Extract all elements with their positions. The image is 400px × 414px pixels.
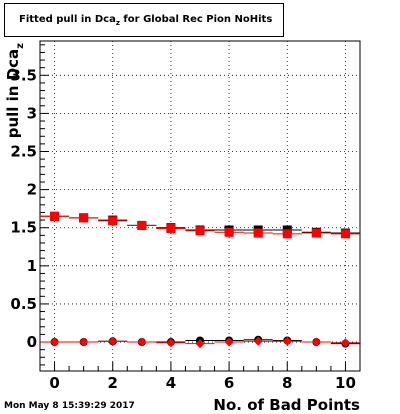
- y-tick-label: 2: [27, 181, 37, 199]
- y-tick-label: 0.5: [10, 295, 37, 313]
- data-point: [79, 213, 89, 223]
- y-axis-title-text: pull in Dcaz: [4, 43, 26, 138]
- x-tick-label: 2: [108, 374, 118, 392]
- data-point: [224, 227, 234, 237]
- data-point: [253, 228, 263, 238]
- data-point: [108, 336, 118, 346]
- chart-title-box: Fitted pull in Dcaz for Global Rec Pion …: [4, 3, 284, 37]
- y-tick-label: 0: [27, 333, 37, 351]
- chart-title-prefix: Fitted pull in Dca: [19, 14, 116, 25]
- data-point: [50, 337, 60, 347]
- x-tick-label: 8: [282, 374, 292, 392]
- series-1: [40, 211, 360, 239]
- plot-frame: [39, 40, 361, 372]
- data-point: [253, 336, 263, 346]
- x-axis-title: No. of Bad Points: [213, 396, 360, 414]
- data-point: [282, 229, 292, 239]
- chart-title-suffix: for Global Rec Pion NoHits: [119, 14, 273, 25]
- y-tick-label: 3: [27, 104, 37, 122]
- data-point: [311, 228, 321, 238]
- data-point: [166, 338, 176, 348]
- timestamp: Mon May 8 15:39:29 2017: [4, 401, 135, 411]
- data-point: [195, 226, 205, 236]
- data-point: [137, 337, 147, 347]
- data-point: [50, 211, 60, 221]
- data-point: [79, 337, 89, 347]
- x-tick-label: 6: [224, 374, 234, 392]
- x-tick-label: 10: [335, 374, 356, 392]
- data-point: [137, 220, 147, 230]
- y-tick-label: 3.5: [10, 66, 37, 84]
- data-point: [166, 223, 176, 233]
- series: [40, 211, 360, 349]
- data-point: [108, 216, 118, 226]
- data-point: [282, 336, 292, 346]
- data-point: [224, 337, 234, 347]
- tick-labels: 0 2 4 6 8 10 0 0.5 1 1.5 2 2.5 3 3.5: [10, 66, 355, 392]
- data-point: [340, 338, 350, 348]
- grid: [40, 41, 360, 371]
- data-point: [340, 229, 350, 239]
- chart-title: Fitted pull in Dcaz for Global Rec Pion …: [19, 14, 273, 27]
- data-point: [195, 339, 205, 349]
- x-tick-label: 4: [166, 374, 176, 392]
- data-point: [311, 337, 321, 347]
- y-tick-label: 1.5: [10, 219, 37, 237]
- y-tick-label: 2.5: [10, 143, 37, 161]
- y-axis-title: pull in Dcaz: [4, 43, 26, 138]
- chart-title-subscript: z: [115, 19, 120, 27]
- series-3: [40, 336, 360, 349]
- y-tick-label: 1: [27, 257, 37, 275]
- x-tick-label: 0: [49, 374, 59, 392]
- axis-ticks: [39, 44, 361, 371]
